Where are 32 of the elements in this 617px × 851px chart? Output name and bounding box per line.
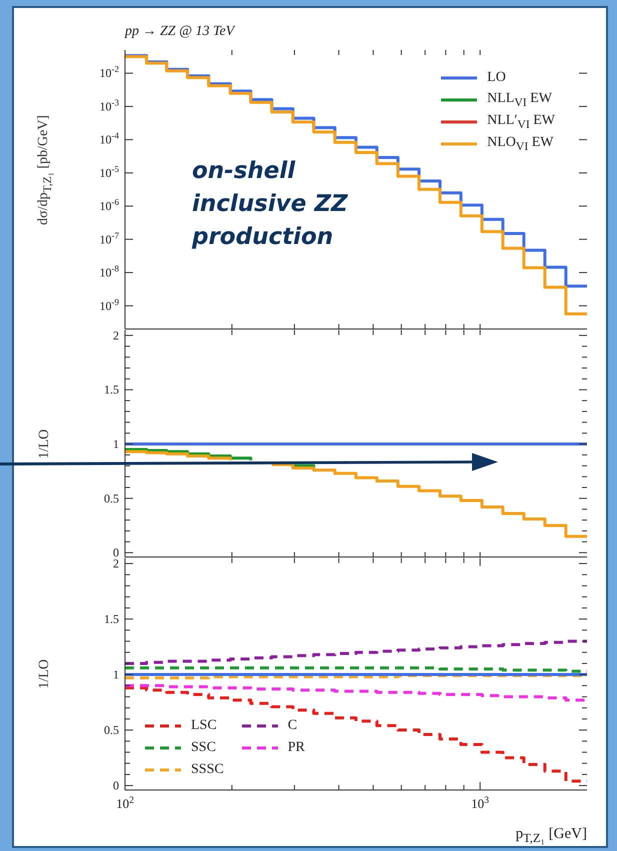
legend-label: PR bbox=[288, 740, 305, 756]
y-tick-label: 0.5 bbox=[104, 723, 119, 738]
legend-label: C bbox=[288, 718, 298, 734]
y-tick-label: 10$^{-8}$ bbox=[100, 264, 120, 280]
y-tick-label: 10$^{-7}$ bbox=[100, 230, 120, 246]
legend-label: SSSC bbox=[191, 762, 224, 778]
y-axis-title: 1/LO bbox=[37, 429, 53, 459]
legend-label: NLO$_{VI}$ EW bbox=[487, 135, 554, 153]
y-tick-label: 1.5 bbox=[104, 612, 119, 626]
y-tick-label: 10$^{-2}$ bbox=[100, 64, 119, 80]
y-tick-label: 10$^{-6}$ bbox=[100, 197, 120, 214]
y-tick-label: 10$^{-3}$ bbox=[100, 97, 120, 114]
legend-label: LSC bbox=[191, 718, 217, 734]
chart-title: pp → ZZ @ 13 TeV bbox=[125, 24, 234, 40]
y-tick-label: 0 bbox=[113, 778, 119, 793]
y-tick-label: 1 bbox=[113, 437, 119, 452]
y-tick-label: 10$^{-9}$ bbox=[100, 296, 120, 313]
annotation: on-shell inclusive ZZ production bbox=[192, 157, 349, 252]
x-tick-label: 10$^{3}$ bbox=[471, 794, 490, 811]
y-tick-label: 0.5 bbox=[104, 491, 119, 506]
x-tick-label: 10$^{2}$ bbox=[116, 794, 134, 811]
legend-label: NLL′$_{VI}$ EW bbox=[487, 113, 555, 131]
y-tick-label: 10$^{-5}$ bbox=[100, 164, 120, 180]
legend-label: NLL$_{VI}$ EW bbox=[487, 91, 552, 109]
legend-label: LO bbox=[487, 70, 506, 86]
y-tick-label: 1 bbox=[113, 668, 119, 682]
y-tick-label: 2 bbox=[113, 328, 119, 342]
x-axis-title: p$_{T,Z₁}$ [GeV] bbox=[516, 826, 587, 846]
y-tick-label: 1.5 bbox=[104, 382, 119, 397]
legend-label: SSC bbox=[191, 740, 216, 756]
y-axis-title: 1/LO bbox=[37, 659, 53, 689]
y-tick-label: 10$^{-4}$ bbox=[100, 130, 120, 147]
